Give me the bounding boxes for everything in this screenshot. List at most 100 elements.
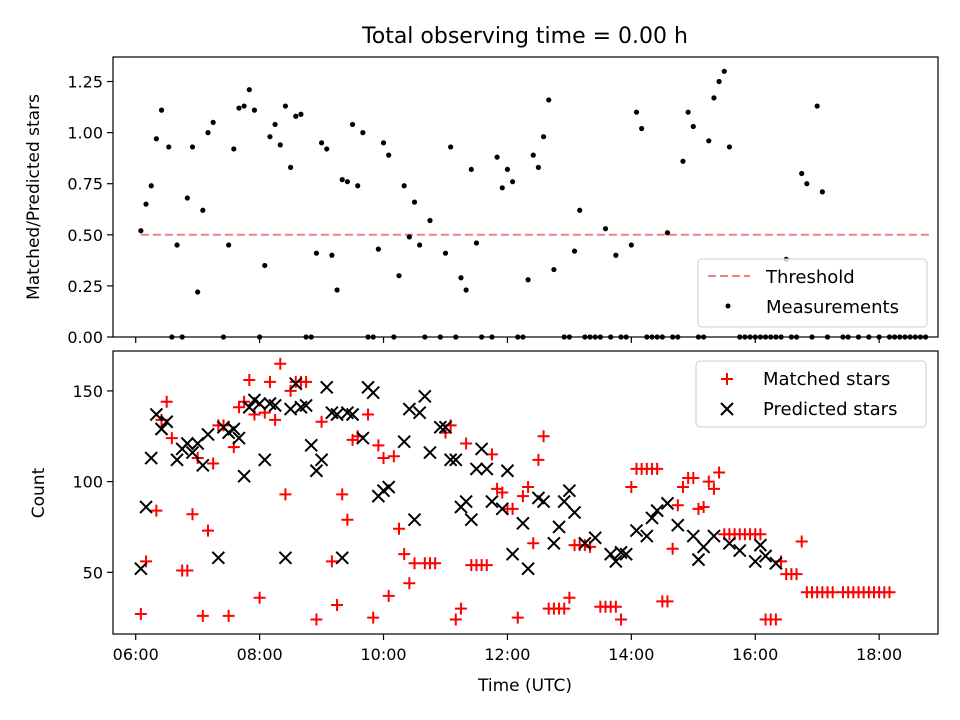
predicted-star-point: [671, 518, 685, 532]
matched-star-point: [676, 481, 689, 494]
predicted-star-point: [258, 453, 272, 467]
predicted-star-point: [443, 453, 458, 467]
predicted-star-point: [144, 451, 158, 465]
matched-star-point: [150, 504, 163, 517]
measurement-point: [602, 226, 609, 232]
measurement-point: [685, 109, 691, 115]
predicted-star-point: [320, 380, 334, 394]
predicted-star-point: [753, 538, 768, 552]
matched-star-point: [769, 613, 782, 626]
predicted-star-point: [433, 420, 448, 434]
matched-star-point: [160, 395, 173, 408]
measurement-point: [804, 181, 810, 187]
predicted-star-point: [578, 536, 592, 551]
predicted-star-point: [237, 469, 251, 483]
measurement-point: [153, 136, 159, 142]
measurement-point: [613, 252, 619, 258]
measurement-point: [628, 242, 634, 248]
measurement-point: [262, 262, 268, 269]
predicted-star-point: [196, 458, 210, 472]
matched-star-point: [274, 357, 287, 370]
measurement-point: [334, 287, 340, 293]
measurement-point: [819, 189, 825, 195]
legend-predicted-swatch: [720, 402, 734, 416]
measurement-point: [716, 78, 722, 85]
matched-star-point: [403, 577, 416, 590]
measurement-point: [417, 242, 423, 248]
predicted-star-point: [309, 464, 324, 478]
x-tick-label: 08:00: [237, 645, 283, 664]
predicted-star-point: [211, 551, 226, 565]
matched-star-point: [558, 602, 571, 615]
measurement-point: [690, 123, 696, 130]
top-y-ticks: 0.00 0.25 0.50 0.75 1.00 1.25: [67, 73, 113, 347]
measurement-point: [535, 164, 542, 170]
matched-star-point: [496, 486, 509, 499]
matched-star-point: [666, 542, 679, 555]
predicted-star-point: [691, 552, 706, 567]
predicted-star-point: [474, 442, 489, 456]
matched-star-point: [362, 408, 375, 421]
matched-star-point: [269, 413, 282, 426]
matched-star-point: [372, 439, 385, 452]
matched-star-point: [140, 555, 153, 568]
predicted-star-point: [660, 496, 675, 511]
predicted-star-point: [366, 386, 380, 400]
bottom-y-axis-label: Count: [29, 467, 49, 518]
measurement-point: [473, 240, 480, 246]
predicted-star-point: [402, 402, 417, 416]
matched-star-point: [398, 548, 411, 561]
matched-star-point: [651, 462, 664, 475]
matched-star-point: [243, 374, 256, 387]
matched-star-point: [284, 384, 297, 397]
predicted-star-point: [629, 523, 644, 538]
matched-star-point: [625, 481, 638, 494]
matched-star-point: [511, 611, 524, 624]
matched-star-point: [460, 437, 473, 450]
predicted-star-point: [645, 511, 659, 525]
x-tick-label: 14:00: [608, 645, 654, 664]
matched-star-point: [563, 591, 576, 604]
predicted-star-point: [567, 505, 582, 520]
measurement-point: [664, 230, 671, 236]
measurement-point: [494, 154, 500, 160]
x-axis-label: Time (UTC): [477, 676, 572, 696]
measurement-point: [195, 289, 201, 295]
matched-star-point: [300, 375, 313, 388]
measurement-point: [282, 103, 289, 109]
matched-star-point: [883, 586, 896, 599]
measurement-point: [509, 179, 516, 185]
predicted-star-point: [619, 547, 633, 561]
measurement-point: [375, 246, 381, 252]
measurement-point: [318, 140, 325, 146]
measurement-point: [251, 107, 258, 113]
predicted-star-point: [185, 445, 200, 460]
predicted-star-point: [609, 554, 623, 569]
measurement-point: [386, 152, 392, 158]
predicted-star-point: [232, 431, 246, 445]
matched-star-point: [687, 471, 700, 484]
matched-star-point: [697, 501, 710, 514]
measurement-point: [721, 68, 727, 74]
matched-star-point: [661, 595, 674, 608]
predicted-star-point: [459, 494, 473, 509]
legend-predicted-label: Predicted stars: [763, 399, 897, 420]
bottom-plot-frame: [112, 350, 939, 635]
matched-star-point: [506, 502, 519, 515]
matched-star-point: [181, 564, 194, 577]
matched-star-point: [713, 466, 726, 479]
measurement-point: [706, 138, 712, 144]
measurement-point: [210, 119, 216, 126]
predicted-star-point: [521, 561, 535, 576]
predicted-star-point: [201, 427, 215, 442]
matched-star-point: [702, 475, 715, 488]
legend-matched-label: Matched stars: [763, 369, 890, 390]
predicted-star-point: [299, 398, 313, 413]
top-y-tick-label: 1.25: [67, 73, 103, 92]
matched-star-point: [207, 457, 220, 470]
predicted-star-point: [335, 551, 349, 565]
matched-star-point: [222, 609, 235, 622]
measurement-point: [246, 87, 252, 93]
